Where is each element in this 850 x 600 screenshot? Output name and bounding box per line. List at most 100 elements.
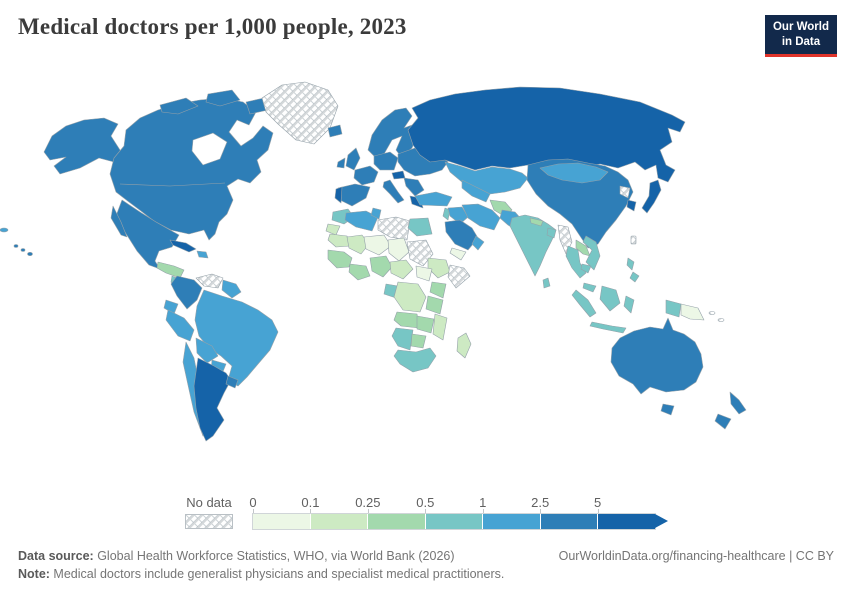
region-balkans[interactable]: [403, 177, 425, 197]
region-sulawesi[interactable]: [623, 295, 635, 314]
region-sumatra[interactable]: [571, 289, 597, 318]
region-malaysia[interactable]: [582, 282, 597, 293]
region-germany-central-europe[interactable]: [373, 151, 399, 171]
region-guyanas[interactable]: [221, 279, 242, 299]
region-tanzania[interactable]: [425, 295, 444, 315]
region-cambodia[interactable]: [580, 263, 592, 274]
region-india[interactable]: [509, 214, 557, 277]
region-austria[interactable]: [391, 170, 406, 180]
legend-segment[interactable]: [539, 514, 598, 529]
region-cote-divoire-ghana[interactable]: [348, 263, 371, 281]
region-solomon-islands[interactable]: [708, 311, 725, 322]
region-algeria[interactable]: [344, 210, 379, 232]
region-hawaii[interactable]: [13, 244, 33, 257]
region-libya[interactable]: [377, 216, 411, 241]
region-somalia[interactable]: [447, 264, 471, 289]
region-italy[interactable]: [382, 179, 405, 204]
region-mexico[interactable]: [115, 199, 180, 270]
region-zambia-zimbabwe[interactable]: [416, 315, 435, 334]
region-mali[interactable]: [346, 234, 370, 255]
owid-logo-line2: in Data: [781, 35, 821, 48]
region-mongolia[interactable]: [539, 162, 609, 184]
region-south-sudan[interactable]: [415, 265, 433, 282]
region-arctic-islands[interactable]: [159, 97, 199, 115]
region-ethiopia[interactable]: [427, 257, 451, 279]
region-cameroon-car[interactable]: [389, 259, 414, 280]
region-thailand[interactable]: [565, 245, 587, 279]
region-botswana[interactable]: [410, 333, 427, 349]
region-kenya[interactable]: [429, 281, 447, 299]
region-arctic-islands[interactable]: [205, 89, 241, 107]
region-iran[interactable]: [461, 203, 501, 231]
region-south-korea[interactable]: [626, 199, 637, 212]
region-greenland[interactable]: [261, 81, 339, 145]
region-namibia[interactable]: [391, 327, 414, 351]
region-sri-lanka[interactable]: [542, 277, 551, 289]
region-nigeria[interactable]: [369, 255, 393, 278]
region-united-kingdom[interactable]: [345, 147, 361, 171]
region-russia[interactable]: [407, 86, 686, 183]
region-oman[interactable]: [471, 235, 485, 251]
region-argentina[interactable]: [193, 357, 232, 442]
legend-no-data-label: No data: [186, 495, 232, 510]
region-nepal[interactable]: [529, 217, 544, 227]
region-bolivia[interactable]: [195, 337, 219, 364]
legend-segment[interactable]: [367, 514, 425, 529]
region-turkey[interactable]: [414, 191, 453, 207]
region-philippines[interactable]: [626, 257, 640, 283]
region-brazil[interactable]: [194, 289, 279, 387]
region-canada-us[interactable]: [109, 97, 274, 241]
region-saudi-arabia[interactable]: [444, 219, 479, 251]
region-spain[interactable]: [337, 183, 371, 207]
region-japan[interactable]: [641, 179, 662, 214]
legend-segment[interactable]: [253, 514, 310, 529]
region-south-africa[interactable]: [393, 347, 437, 373]
owid-logo[interactable]: Our World in Data: [764, 15, 837, 57]
region-ireland[interactable]: [336, 157, 346, 169]
region-chad[interactable]: [387, 237, 410, 262]
region-hispaniola[interactable]: [196, 250, 209, 259]
owid-citation-link[interactable]: OurWorldinData.org/financing-healthcare …: [558, 549, 834, 563]
region-senegal-guinea[interactable]: [327, 249, 353, 269]
region-baja-california[interactable]: [110, 205, 128, 238]
legend-segment[interactable]: [424, 514, 483, 529]
region-portugal[interactable]: [334, 186, 343, 204]
region-tunisia[interactable]: [370, 207, 382, 220]
region-new-zealand[interactable]: [714, 391, 747, 430]
region-north-korea[interactable]: [619, 185, 631, 199]
region-bangladesh[interactable]: [546, 227, 557, 239]
region-borneo[interactable]: [599, 285, 621, 312]
region-china[interactable]: [526, 158, 634, 249]
legend-segment[interactable]: [309, 514, 368, 529]
region-yemen[interactable]: [449, 247, 467, 261]
region-iceland[interactable]: [327, 124, 343, 138]
region-tasmania[interactable]: [660, 403, 675, 416]
region-peru[interactable]: [165, 309, 195, 342]
region-uruguay[interactable]: [225, 375, 239, 389]
region-drc[interactable]: [393, 281, 427, 313]
region-cuba[interactable]: [169, 239, 197, 253]
region-iraq[interactable]: [447, 206, 469, 225]
region-colombia[interactable]: [170, 275, 203, 310]
region-egypt[interactable]: [407, 217, 433, 237]
legend-segment[interactable]: [482, 514, 540, 529]
region-central-asia[interactable]: [461, 179, 491, 203]
region-java[interactable]: [589, 321, 627, 334]
region-mozambique[interactable]: [432, 313, 448, 341]
region-west-papua[interactable]: [665, 299, 682, 318]
region-papua-new-guinea[interactable]: [680, 303, 705, 321]
region-angola[interactable]: [393, 311, 420, 329]
region-venezuela[interactable]: [195, 273, 224, 289]
region-australia[interactable]: [610, 317, 704, 395]
region-taiwan[interactable]: [630, 235, 637, 245]
region-france[interactable]: [353, 165, 379, 186]
region-guatemala-honduras[interactable]: [156, 261, 185, 279]
region-laos[interactable]: [575, 239, 591, 257]
region-madagascar[interactable]: [456, 332, 472, 359]
region-western-sahara[interactable]: [325, 223, 341, 236]
region-mauritania[interactable]: [327, 233, 351, 248]
region-pacific-island[interactable]: [0, 227, 9, 233]
legend-segment[interactable]: [597, 514, 656, 529]
legend-no-data-swatch[interactable]: [185, 514, 233, 529]
region-niger[interactable]: [363, 234, 392, 256]
